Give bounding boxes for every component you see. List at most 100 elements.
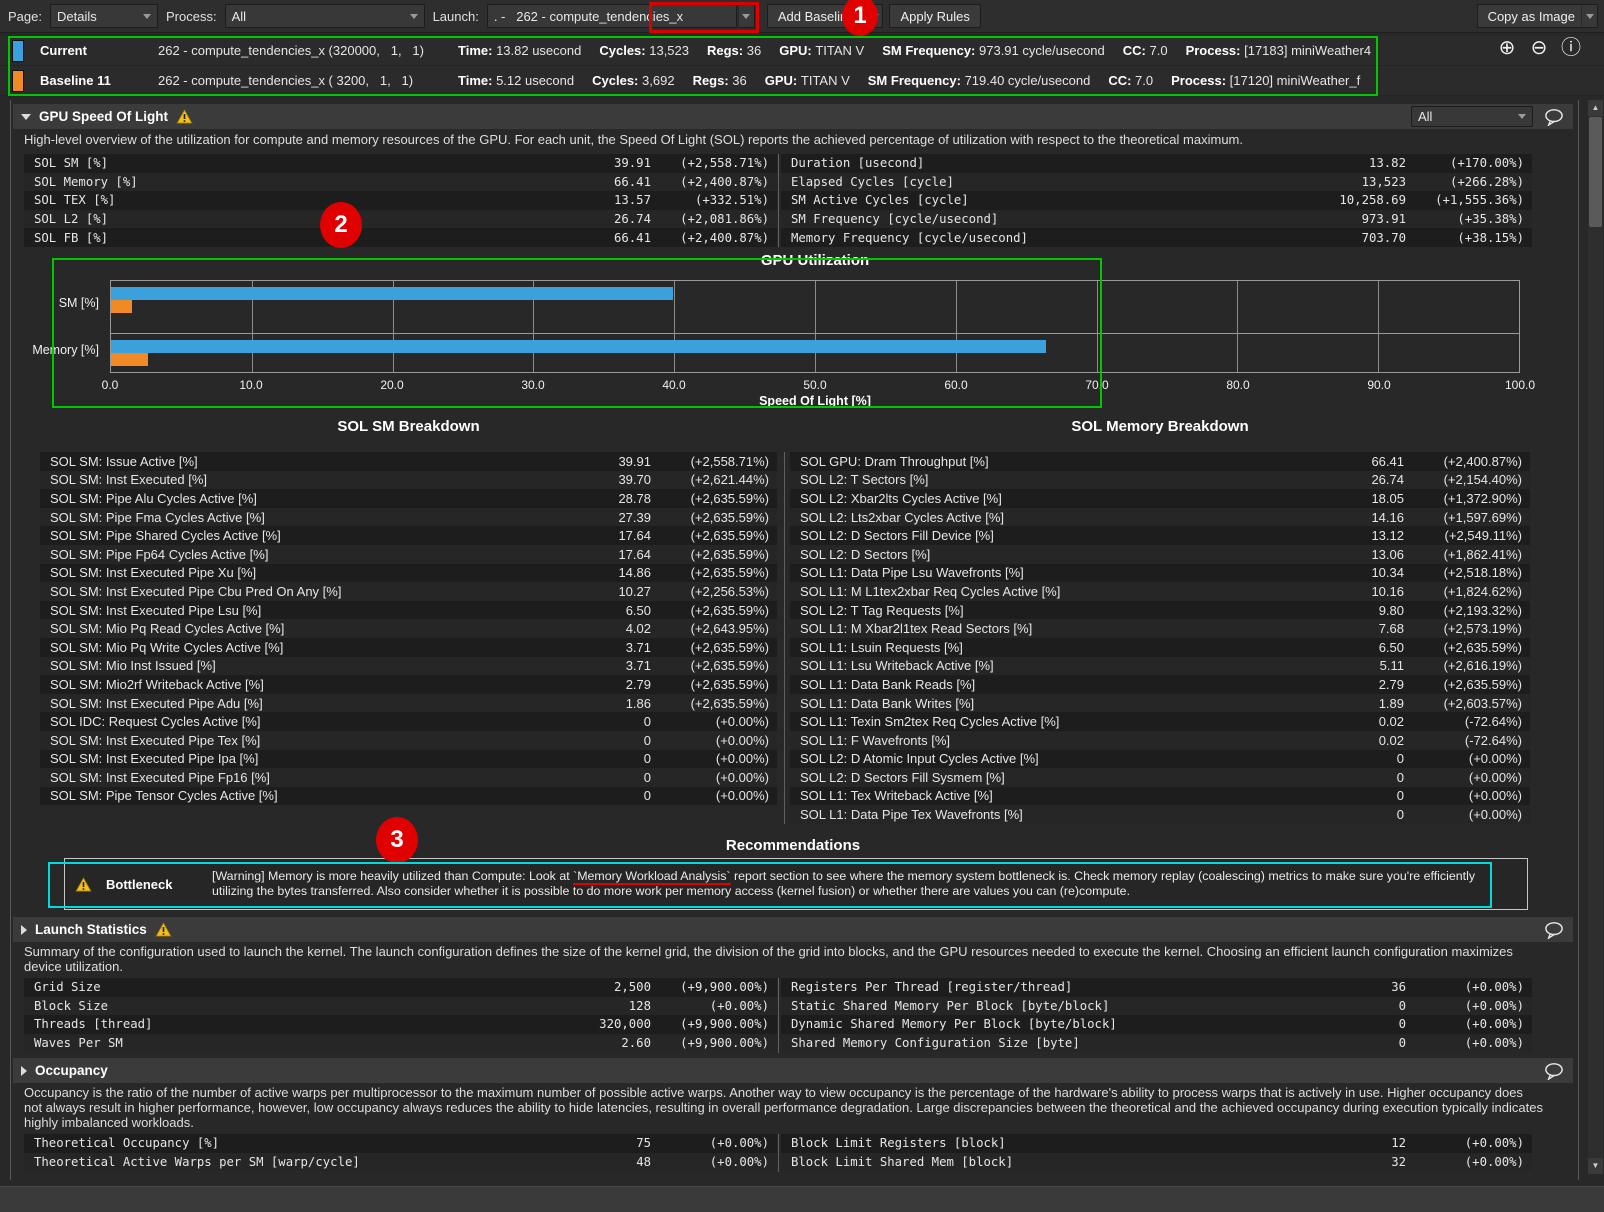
table-row[interactable]: Waves Per SM 2.60 (+9,900.00%) — [24, 1033, 777, 1053]
metric-value: 12 — [1391, 1136, 1406, 1151]
add-baseline-button[interactable]: Add Baseline — [766, 4, 866, 28]
table-row[interactable]: SOL SM: Mio2rf Writeback Active [%] 2.79 (… — [40, 675, 777, 694]
table-row[interactable]: Grid Size 2,500 (+9,900.00%) — [24, 978, 777, 997]
section-header-occupancy[interactable]: Occupancy — [13, 1058, 1573, 1083]
table-row[interactable]: Shared Memory Configuration Size [byte] 0… — [781, 1033, 1532, 1053]
table-row[interactable]: SOL SM: Pipe Alu Cycles Active [%] 28.78 (… — [40, 489, 777, 508]
chevron-down-icon — [1585, 13, 1594, 19]
collapse-icon[interactable] — [21, 113, 31, 120]
table-row[interactable]: SOL SM: Inst Executed Pipe Xu [%] 14.86 (+… — [40, 563, 777, 583]
table-row[interactable]: Theoretical Occupancy [%] 75 (+0.00%) — [24, 1134, 777, 1153]
table-row[interactable]: SOL SM: Pipe Fma Cycles Active [%] 27.39 (… — [40, 507, 777, 527]
scrollbar-thumb[interactable] — [1589, 117, 1602, 227]
table-row[interactable]: Duration [usecond] 13.82 (+170.00%) — [781, 154, 1532, 173]
comment-icon[interactable] — [1543, 108, 1565, 126]
table-row[interactable]: Block Limit Registers [block] 12 (+0.00%) — [781, 1134, 1532, 1153]
comment-icon[interactable] — [1543, 1062, 1565, 1080]
metric-label: SOL L2 [%] — [34, 212, 109, 227]
table-row[interactable]: SOL SM: Inst Executed Pipe Adu [%] 1.86 (+… — [40, 693, 777, 713]
table-row[interactable]: SOL IDC: Request Cycles Active [%] 0 (+0.0… — [40, 712, 777, 731]
table-row[interactable]: SOL SM: Mio Pq Write Cycles Active [%] 3.… — [40, 637, 777, 657]
zoom-in-icon[interactable]: ⊕ — [1498, 37, 1516, 59]
table-row[interactable]: Block Limit Shared Mem [block] 32 (+0.00%) — [781, 1152, 1532, 1172]
table-row[interactable]: SOL L2: D Sectors Fill Sysmem [%] 0 (+0.00… — [790, 768, 1530, 787]
table-row[interactable]: SM Active Cycles [cycle] 10,258.69 (+1,555… — [781, 191, 1532, 210]
table-row[interactable]: SOL SM: Issue Active [%] 39.91 (+2,558.71%… — [40, 452, 777, 471]
table-row[interactable]: SOL L1: M L1tex2xbar Req Cycles Active [… — [790, 582, 1530, 601]
table-row[interactable]: SOL L1: Texin Sm2tex Req Cycles Active [… — [790, 712, 1530, 731]
table-row[interactable]: SOL L2: D Sectors [%] 13.06 (+1,862.41%) — [790, 544, 1530, 564]
scroll-down-icon[interactable]: ▼ — [1588, 1158, 1603, 1174]
table-row[interactable]: SOL SM: Mio Inst Issued [%] 3.71 (+2,635.5… — [40, 656, 777, 676]
table-row[interactable]: SOL L1: F Wavefronts [%] 0.02 (-72.64%) — [790, 730, 1530, 750]
memory-workload-analysis-link[interactable]: `Memory Workload Analysis` — [573, 868, 731, 885]
table-row[interactable]: Theoretical Active Warps per SM [warp/cy… — [24, 1152, 777, 1172]
table-row[interactable]: SOL SM: Inst Executed Pipe Lsu [%] 6.50 (+… — [40, 600, 777, 620]
table-row[interactable]: Block Size 128 (+0.00%) — [24, 996, 777, 1016]
table-row[interactable]: SOL SM: Mio Pq Read Cycles Active [%] 4.0… — [40, 619, 777, 638]
table-row[interactable]: SOL SM: Pipe Shared Cycles Active [%] 17.… — [40, 526, 777, 545]
table-row[interactable]: SOL L2 [%] 26.74 (+2,081.86%) — [24, 209, 777, 229]
table-row[interactable]: SOL L2: T Sectors [%] 26.74 (+2,154.40%) — [790, 470, 1530, 490]
table-row[interactable]: SOL L2: Xbar2lts Cycles Active [%] 18.05 (… — [790, 489, 1530, 508]
collapse-icon[interactable] — [21, 1065, 27, 1076]
baseline-row-baseline11[interactable]: Baseline 11 262 - compute_tendencies_x (… — [0, 66, 1604, 96]
table-row[interactable]: SOL GPU: Dram Throughput [%] 66.41 (+2,400… — [790, 452, 1530, 471]
table-row[interactable]: SOL L1: Data Pipe Tex Wavefronts [%] 0 (+0… — [790, 805, 1530, 824]
section-header-gpu-sol[interactable]: GPU Speed Of Light All — [13, 104, 1573, 129]
table-row[interactable]: SOL FB [%] 66.41 (+2,400.87%) — [24, 228, 777, 247]
launch-select-arrow[interactable] — [737, 4, 755, 28]
table-row[interactable]: SOL TEX [%] 13.57 (+332.51%) — [24, 191, 777, 210]
table-row[interactable]: SOL L2: D Sectors Fill Device [%] 13.12 (+… — [790, 526, 1530, 545]
sm-breakdown-table: SOL SM: Issue Active [%] 39.91 (+2,558.71%… — [40, 452, 777, 806]
section-header-launch-statistics[interactable]: Launch Statistics — [13, 917, 1573, 942]
table-row[interactable]: SOL SM: Inst Executed [%] 39.70 (+2,621.44… — [40, 470, 777, 490]
table-row[interactable]: SOL L2: Lts2xbar Cycles Active [%] 14.16 (… — [790, 507, 1530, 527]
zoom-out-icon[interactable]: ⊖ — [1530, 37, 1548, 59]
table-row[interactable]: SOL L1: Lsuin Requests [%] 6.50 (+2,635.59… — [790, 637, 1530, 657]
table-row[interactable]: Static Shared Memory Per Block [byte/blo… — [781, 996, 1532, 1016]
chevron-down-icon — [742, 13, 751, 19]
add-baseline-arrow[interactable] — [866, 4, 884, 28]
scroll-up-icon[interactable]: ▲ — [1588, 100, 1603, 116]
baseline-color-swatch[interactable] — [12, 69, 24, 92]
table-row[interactable]: SOL L1: Data Bank Reads [%] 2.79 (+2,635.5… — [790, 675, 1530, 694]
metric-label: Theoretical Active Warps per SM [warp/cy… — [34, 1154, 360, 1169]
current-color-swatch[interactable] — [12, 39, 24, 62]
table-row[interactable]: SOL L1: Data Bank Writes [%] 1.89 (+2,603.… — [790, 693, 1530, 713]
metric-value: 0 — [643, 732, 651, 748]
table-row[interactable]: SOL L1: Data Pipe Lsu Wavefronts [%] 10.3… — [790, 563, 1530, 583]
table-row[interactable]: Elapsed Cycles [cycle] 13,523 (+266.28%) — [781, 172, 1532, 192]
copy-as-image-button[interactable]: Copy as Image — [1476, 4, 1586, 28]
apply-rules-button[interactable]: Apply Rules — [889, 4, 981, 28]
table-row[interactable]: SOL L2: T Tag Requests [%] 9.80 (+2,193.32… — [790, 600, 1530, 620]
table-row[interactable]: SOL L1: Lsu Writeback Active [%] 5.11 (+2,… — [790, 656, 1530, 676]
table-row[interactable]: Registers Per Thread [register/thread] 36… — [781, 978, 1532, 997]
vertical-scrollbar[interactable]: ▲ ▼ — [1588, 100, 1603, 1174]
info-icon[interactable]: ⓘ — [1561, 37, 1581, 59]
table-row[interactable]: SOL SM [%] 39.91 (+2,558.71%) — [24, 154, 777, 173]
table-row[interactable]: SOL SM: Pipe Fp64 Cycles Active [%] 17.64… — [40, 544, 777, 564]
page-select[interactable]: Details — [49, 4, 158, 28]
copy-as-image-arrow[interactable] — [1581, 4, 1598, 28]
table-row[interactable]: Threads [thread] 320,000 (+9,900.00%) — [24, 1015, 777, 1034]
table-row[interactable]: SOL SM: Inst Executed Pipe Tex [%] 0 (+0.0… — [40, 730, 777, 750]
sol-filter-select[interactable]: All — [1411, 106, 1533, 127]
process-select[interactable]: All — [224, 4, 425, 28]
baseline-row-current[interactable]: Current 262 - compute_tendencies_x (3200… — [0, 36, 1604, 66]
table-row[interactable]: SOL L1: M Xbar2l1tex Read Sectors [%] 7.6… — [790, 619, 1530, 638]
table-row[interactable]: SOL Memory [%] 66.41 (+2,400.87%) — [24, 172, 777, 192]
launch-select[interactable]: . - 262 - compute_tendencies_x — [486, 4, 737, 28]
table-row[interactable]: SOL SM: Inst Executed Pipe Ipa [%] 0 (+0.0… — [40, 749, 777, 769]
table-row[interactable]: SOL SM: Inst Executed Pipe Cbu Pred On A… — [40, 582, 777, 601]
table-row[interactable]: SOL L1: Tex Writeback Active [%] 0 (+0.00%… — [790, 786, 1530, 806]
x-tick-label: 70.0 — [1085, 378, 1109, 392]
comment-icon[interactable] — [1543, 921, 1565, 939]
collapse-icon[interactable] — [21, 924, 27, 935]
table-row[interactable]: SOL L2: D Atomic Input Cycles Active [%]… — [790, 749, 1530, 769]
table-row[interactable]: SM Frequency [cycle/usecond] 973.91 (+35.3… — [781, 209, 1532, 229]
table-row[interactable]: Memory Frequency [cycle/usecond] 703.70 (+… — [781, 228, 1532, 247]
table-row[interactable]: SOL SM: Pipe Tensor Cycles Active [%] 0 (+… — [40, 786, 777, 806]
table-row[interactable]: SOL SM: Inst Executed Pipe Fp16 [%] 0 (+0.… — [40, 768, 777, 787]
table-row[interactable]: Dynamic Shared Memory Per Block [byte/bl… — [781, 1015, 1532, 1034]
